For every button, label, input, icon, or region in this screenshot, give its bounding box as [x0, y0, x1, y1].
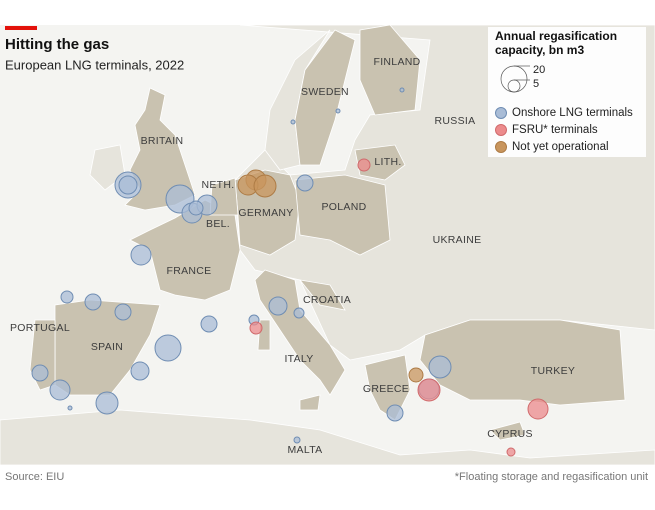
country-label: GERMANY: [238, 207, 293, 219]
terminal: [118, 175, 138, 195]
legend-item: FSRU* terminals: [512, 124, 598, 136]
country-label: GREECE: [363, 383, 409, 395]
terminal: [67, 405, 73, 411]
legend-item: Not yet operational: [512, 141, 609, 153]
terminal: [417, 378, 441, 402]
source: Source: EIU: [5, 471, 64, 483]
legend-item: Onshore LNG terminals: [512, 107, 633, 119]
legend-title: Annual regasification: [495, 29, 617, 43]
country-label: ITALY: [284, 353, 313, 365]
legend: Annual regasification capacity, bn m3 20…: [488, 27, 646, 157]
top-margin: [0, 0, 655, 25]
country-label: SPAIN: [91, 341, 123, 353]
terminal: [296, 174, 314, 192]
red-tag: [5, 26, 37, 30]
key-fsru: [495, 124, 507, 136]
country-label: FRANCE: [167, 265, 212, 277]
terminal: [408, 367, 424, 383]
country-label: TURKEY: [531, 365, 575, 377]
country-label: NETH.: [202, 179, 235, 191]
terminal: [335, 108, 341, 114]
country-label: CYPRUS: [487, 428, 533, 440]
country-label: RUSSIA: [435, 115, 476, 127]
terminal: [154, 334, 182, 362]
terminal: [268, 296, 288, 316]
terminal: [200, 315, 218, 333]
terminal: [130, 244, 152, 266]
terminal: [386, 404, 404, 422]
terminal: [60, 290, 74, 304]
subtitle: European LNG terminals, 2022: [5, 57, 184, 72]
country-label: UKRAINE: [433, 234, 482, 246]
terminal: [130, 361, 150, 381]
country-label: BRITAIN: [141, 135, 184, 147]
country-label: FINLAND: [373, 56, 420, 68]
terminal: [31, 364, 49, 382]
terminal: [293, 436, 301, 444]
key-planned: [495, 141, 507, 153]
country-label: SWEDEN: [301, 86, 349, 98]
country-label: POLAND: [322, 201, 367, 213]
terminal: [527, 398, 549, 420]
country-label: LITH.: [374, 156, 401, 168]
terminal: [293, 307, 305, 319]
size-label: 5: [533, 78, 539, 90]
terminal: [249, 321, 263, 335]
title: Hitting the gas: [5, 36, 109, 53]
country-label: CROATIA: [303, 294, 351, 306]
terminal: [114, 303, 132, 321]
size-label: 20: [533, 64, 545, 76]
key-onshore: [495, 107, 507, 119]
terminal: [49, 379, 71, 401]
terminal: [84, 293, 102, 311]
footer-bg: [0, 465, 655, 505]
country-labels: FINLAND SWEDEN RUSSIA BRITAIN LITH. NETH. GERM…: [10, 56, 575, 456]
country-label: MALTA: [288, 444, 323, 456]
legend-title: capacity, bn m3: [495, 43, 584, 57]
terminal: [290, 119, 296, 125]
terminal: [253, 174, 277, 198]
terminal: [188, 200, 204, 216]
country-label: PORTUGAL: [10, 322, 70, 334]
footnote: *Floating storage and regasification uni…: [455, 471, 648, 483]
terminal: [506, 447, 516, 457]
terminal: [357, 158, 371, 172]
terminal: [399, 87, 405, 93]
country-label: BEL.: [206, 218, 230, 230]
terminal: [95, 391, 119, 415]
terminal: [428, 355, 452, 379]
terminals: [31, 87, 549, 457]
